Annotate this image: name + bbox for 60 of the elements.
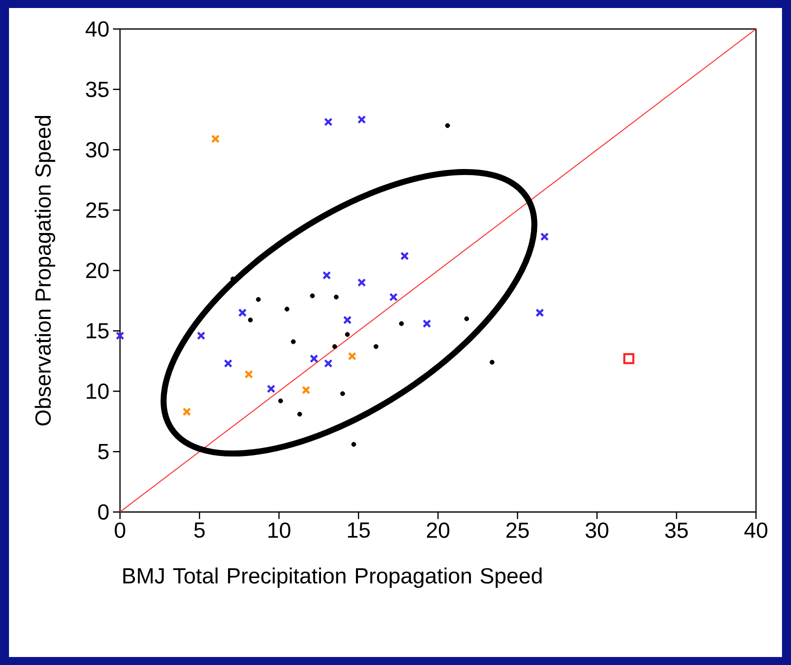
point [284, 306, 290, 312]
point [348, 352, 356, 360]
point [540, 232, 549, 241]
point [464, 316, 470, 322]
point [290, 339, 296, 344]
point [322, 271, 331, 280]
point [389, 292, 398, 302]
point [211, 134, 220, 144]
point [324, 359, 333, 368]
point [310, 354, 318, 363]
point [490, 360, 494, 365]
point [351, 442, 356, 447]
y-tick-label: 40 [86, 21, 109, 37]
x-tick-label: 10 [268, 522, 290, 538]
point [357, 115, 366, 124]
point [343, 316, 352, 324]
point [256, 297, 261, 302]
point [374, 344, 378, 349]
point [196, 331, 206, 340]
x-tick-label: 30 [586, 522, 608, 538]
x-tick-label: 15 [348, 522, 370, 538]
point [238, 308, 247, 318]
point [357, 278, 366, 287]
point [248, 318, 253, 322]
y-axis-title: Observation Propagation Speed [34, 116, 56, 426]
point [334, 294, 339, 300]
point [310, 293, 315, 298]
y-tick-label: 0 [98, 504, 109, 520]
point [297, 412, 302, 417]
point [344, 332, 350, 337]
x-tick-label: 20 [426, 522, 450, 538]
point [623, 353, 634, 364]
x-tick-label: 0 [114, 522, 126, 538]
point [266, 384, 276, 394]
point [324, 118, 333, 126]
x-tick-label: 35 [665, 522, 688, 538]
point [244, 370, 254, 379]
y-tick-label: 35 [86, 82, 109, 98]
point [422, 319, 432, 328]
y-tick-label: 25 [86, 202, 109, 218]
x-tick-label: 5 [194, 522, 205, 538]
x-tick-label: 40 [744, 522, 768, 538]
point [400, 252, 409, 260]
y-tick-label: 30 [86, 142, 109, 158]
point [445, 123, 450, 128]
point [278, 398, 283, 404]
point [182, 407, 192, 416]
x-tick-label: 25 [506, 522, 529, 538]
point [224, 359, 232, 368]
point [340, 391, 346, 396]
point [116, 331, 124, 340]
point [535, 308, 544, 318]
y-tick-label: 5 [98, 444, 109, 460]
y-tick-label: 20 [86, 262, 109, 278]
point [302, 386, 310, 394]
y-tick-label: 15 [86, 323, 109, 339]
point [399, 321, 404, 326]
x-axis-title: BMJ Total Precipitation Propagation Speed [123, 568, 542, 588]
point [332, 344, 338, 349]
y-tick-label: 10 [86, 383, 109, 399]
